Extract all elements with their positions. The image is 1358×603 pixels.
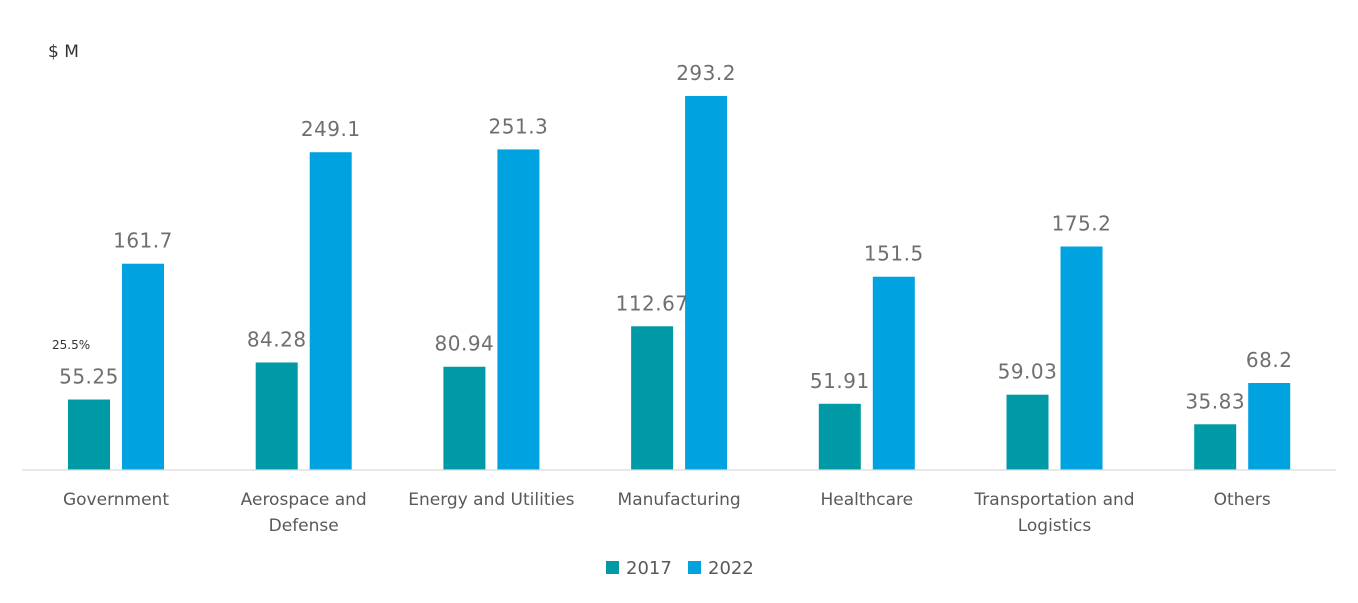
value-label-2022-4: 151.5 (864, 242, 924, 266)
bar-2022-2 (497, 149, 540, 470)
value-label-2022-2: 251.3 (489, 114, 549, 138)
bar-2017-1 (255, 362, 298, 470)
legend-swatch-2017 (606, 561, 619, 574)
bar-2017-3 (631, 326, 674, 470)
cagr-annotation: 25.5% (52, 338, 90, 352)
bar-2022-4 (872, 276, 915, 470)
y-unit-label: $ M (48, 42, 79, 62)
bars-group (68, 95, 1291, 471)
value-label-2017-4: 51.91 (810, 369, 870, 393)
category-labels-group: Government Aerospace and Defense Energy and… (63, 490, 1271, 536)
category-label-2-0: Energy and Utilities (408, 490, 574, 510)
bar-2017-5 (1006, 394, 1049, 470)
category-label-3-0: Manufacturing (618, 490, 741, 510)
category-label-6-0: Others (1214, 490, 1271, 510)
category-label-4-0: Healthcare (820, 490, 913, 510)
legend: 2017 2022 (606, 558, 754, 579)
value-label-2017-3: 112.67 (616, 291, 689, 315)
bar-2022-5 (1060, 246, 1103, 470)
legend-label-2022: 2022 (708, 558, 754, 579)
category-label-5-1: Logistics (1018, 516, 1092, 536)
value-label-2022-1: 249.1 (301, 117, 361, 141)
value-label-2022-3: 293.2 (676, 61, 736, 85)
category-label-0-0: Government (63, 490, 169, 510)
value-label-2017-5: 59.03 (998, 360, 1058, 384)
bar-2017-2 (443, 366, 486, 470)
bar-2022-3 (685, 95, 728, 471)
category-label-1-0: Aerospace and (241, 490, 367, 510)
value-label-2022-0: 161.7 (113, 229, 173, 253)
legend-label-2017: 2017 (626, 558, 672, 579)
category-label-1-1: Defense (269, 516, 339, 536)
value-label-2017-0: 55.25 (59, 365, 119, 389)
value-label-2022-5: 175.2 (1052, 211, 1112, 235)
bar-2017-0 (68, 399, 110, 470)
legend-swatch-2022 (688, 561, 701, 574)
value-label-2017-1: 84.28 (247, 327, 307, 351)
bar-2022-1 (309, 152, 352, 470)
value-labels-group: 55.25 161.7 84.28 249.1 80.94 251.3 112.67 293.… (59, 61, 1292, 413)
bar-2017-4 (818, 403, 861, 470)
bar-2017-6 (1194, 424, 1237, 470)
value-label-2017-2: 80.94 (435, 332, 495, 356)
value-label-2017-6: 35.83 (1185, 389, 1245, 413)
category-label-5-0: Transportation and (973, 490, 1134, 510)
bar-2022-0 (122, 263, 164, 470)
bar-2022-6 (1248, 382, 1291, 470)
value-label-2022-6: 68.2 (1246, 348, 1293, 372)
